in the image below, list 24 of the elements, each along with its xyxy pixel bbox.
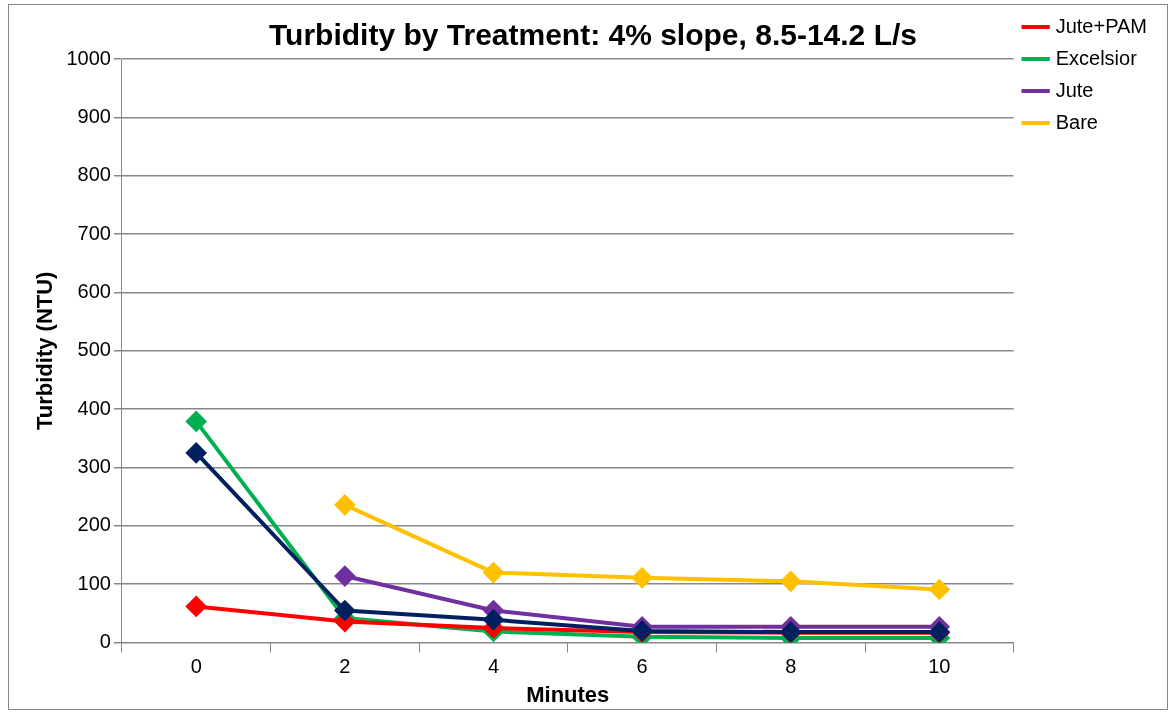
x-tick-label: 2 xyxy=(339,655,351,678)
x-tick-label: 6 xyxy=(636,655,648,678)
x-tick-label: 0 xyxy=(190,655,202,678)
legend-label: Excelsior xyxy=(1055,46,1138,69)
x-tick-label: 8 xyxy=(785,655,797,678)
legend-label: Jute+PAM xyxy=(1055,14,1148,37)
chart-title: Turbidity by Treatment: 4% slope, 8.5-14.2 L/s xyxy=(269,18,917,52)
x-tick-label: 4 xyxy=(487,655,500,678)
y-tick-label: 800 xyxy=(77,163,111,186)
y-tick-label: 900 xyxy=(77,104,111,127)
y-tick-label: 100 xyxy=(77,571,111,594)
legend-label: Jute xyxy=(1055,78,1094,101)
x-axis-title: Minutes xyxy=(526,681,610,707)
y-axis-title: Turbidity (NTU) xyxy=(32,271,58,431)
y-tick-label: 700 xyxy=(77,221,111,244)
y-tick-label: 600 xyxy=(77,279,111,302)
y-tick-label: 200 xyxy=(77,513,111,536)
y-tick-label: 500 xyxy=(77,338,111,361)
legend-label: Bare xyxy=(1055,110,1098,133)
y-tick-label: 300 xyxy=(77,455,111,478)
y-tick-label: 1000 xyxy=(66,46,111,69)
y-tick-label: 400 xyxy=(77,396,111,419)
y-tick-label: 0 xyxy=(99,630,111,653)
x-tick-label: 10 xyxy=(928,655,951,678)
